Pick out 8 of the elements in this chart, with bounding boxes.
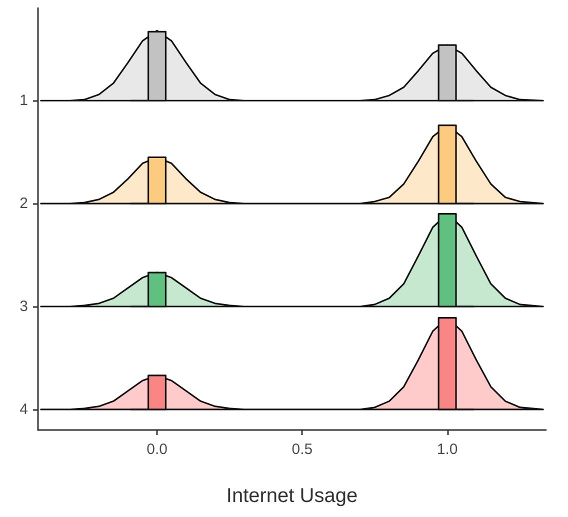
y-tick-label: 4 [20, 400, 28, 418]
y-tick-label: 3 [20, 298, 28, 315]
y-tick-label: 1 [20, 92, 28, 110]
x-tick-label: 0.5 [292, 441, 313, 458]
y-tick-label: 2 [20, 195, 28, 212]
x-tick-label: 0.0 [146, 441, 168, 458]
x-axis-title: Internet Usage [226, 485, 358, 507]
x-tick-label: 1.0 [436, 441, 458, 458]
